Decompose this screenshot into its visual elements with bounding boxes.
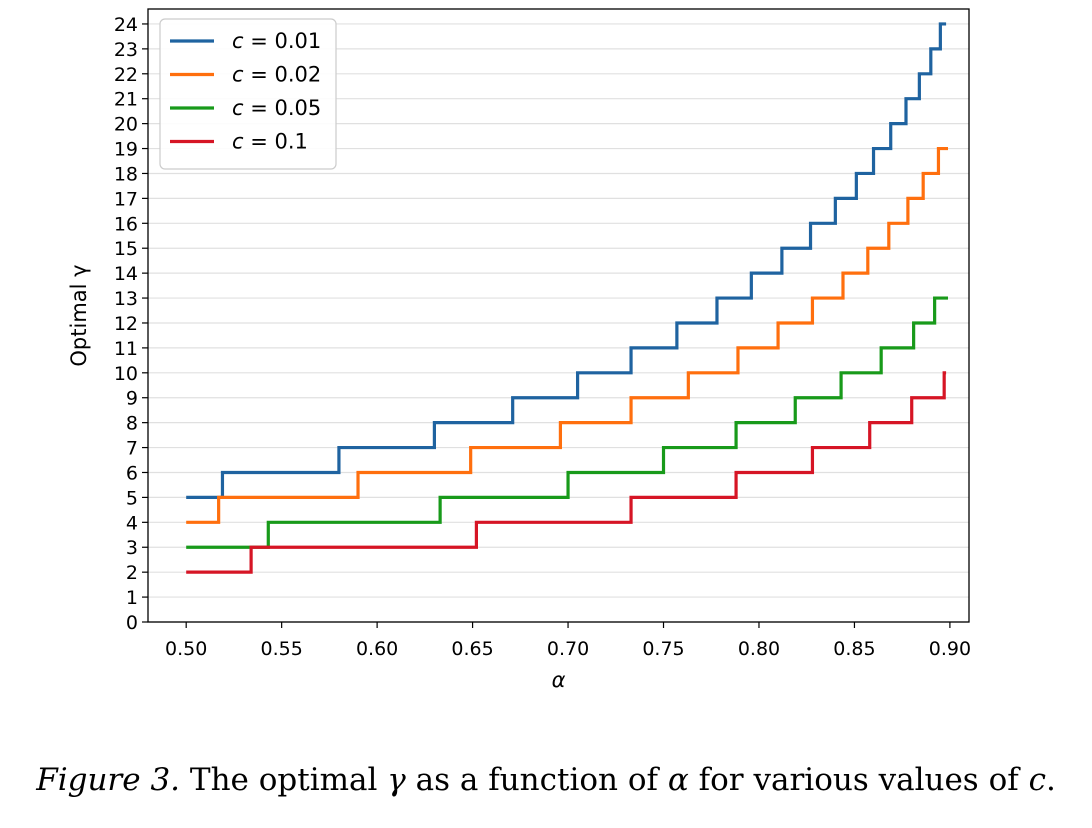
y-tick-label: 8 [126,413,138,435]
y-tick-label: 13 [114,288,138,310]
legend-entry: c = 0.02 [232,63,321,87]
y-tick-label: 10 [114,363,138,385]
legend: c = 0.01c = 0.02c = 0.05c = 0.1 [159,18,337,170]
legend-value: = 0.05 [244,96,322,120]
y-tick-label: 14 [114,263,138,285]
y-tick-label: 3 [126,537,138,559]
caption-alpha: α [667,762,689,798]
series-lines [186,22,948,574]
y-tick-label: 1 [126,587,138,609]
y-tick-label: 7 [126,438,138,460]
plot-frame [147,8,970,623]
series-line-2 [186,146,948,524]
y-tick-label: 24 [114,14,138,36]
legend-variable: c [232,63,244,87]
caption-c: c [1028,762,1046,798]
x-axis-ticks: 0.50 0.55 0.60 0.65 0.70 0.75 0.80 0.85 0.90 [165,622,971,660]
x-tick-label: 0.65 [451,638,493,660]
legend-entry: c = 0.1 [232,130,308,154]
y-tick-label: 11 [114,338,138,360]
caption-text-1: The optimal [180,762,388,798]
y-tick-label: 15 [114,238,138,260]
figure-caption: Figure 3. The optimal γ as a function of… [0,762,1092,798]
caption-text-2: as a function of [405,762,668,798]
legend-box [159,18,337,170]
legend-value: = 0.02 [244,63,322,87]
legend-variable: c [232,96,244,120]
y-tick-label: 6 [126,462,138,484]
y-tick-label: 18 [114,163,138,185]
legend-variable: c [232,29,244,53]
x-tick-label: 0.80 [738,638,780,660]
caption-text-3: for various values of [688,762,1029,798]
y-axis-label: Optimal γ [67,264,91,366]
y-tick-label: 21 [114,89,138,111]
y-tick-label: 22 [114,64,138,86]
caption-end: . [1045,762,1056,798]
y-tick-label: 20 [114,114,138,136]
y-tick-label: 17 [114,188,138,210]
x-tick-label: 0.55 [260,638,302,660]
y-tick-label: 4 [126,512,138,534]
y-tick-label: 12 [114,313,138,335]
chart: 0.50 0.55 0.60 0.65 0.70 0.75 0.80 0.85 0.90 012… [67,8,971,692]
x-tick-label: 0.85 [833,638,875,660]
series-line-3 [186,296,948,549]
series-line-4 [186,371,947,574]
y-tick-label: 2 [126,562,138,584]
y-tick-label: 23 [114,39,138,61]
y-tick-label: 5 [126,487,138,509]
y-tick-label: 9 [126,388,138,410]
x-axis-label: α [552,668,566,692]
x-tick-label: 0.60 [356,638,398,660]
y-tick-label: 16 [114,213,138,235]
x-tick-label: 0.75 [642,638,684,660]
legend-value: = 0.01 [244,29,322,53]
caption-gamma: γ [387,762,406,798]
x-tick-label: 0.90 [929,638,971,660]
legend-value: = 0.1 [244,130,308,154]
y-tick-label: 0 [126,612,138,634]
x-tick-label: 0.70 [547,638,589,660]
legend-entry: c = 0.01 [232,29,321,53]
legend-entry: c = 0.05 [232,96,321,120]
x-tick-label: 0.50 [165,638,207,660]
caption-label: Figure 3. [36,762,181,798]
series-line-1 [186,22,947,500]
legend-variable: c [232,130,244,154]
y-tick-label: 19 [114,139,138,161]
